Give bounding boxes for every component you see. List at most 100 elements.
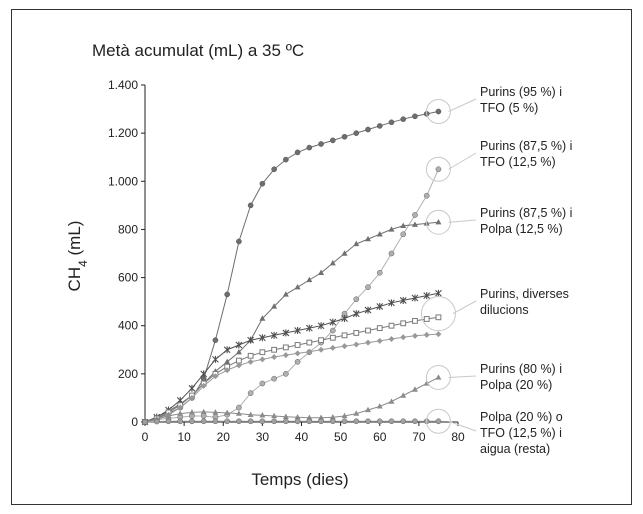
data-point	[271, 346, 278, 353]
x-tick-label: 40	[295, 430, 309, 444]
x-tick-label: 50	[334, 430, 348, 444]
annotation-label: Polpa (12,5 %)	[480, 222, 563, 236]
data-point	[282, 413, 289, 419]
highlight-circle	[425, 98, 451, 124]
data-point	[365, 406, 372, 413]
data-point	[412, 212, 418, 218]
data-point	[188, 394, 195, 401]
series-8	[142, 418, 442, 425]
chart-title: Metà acumulat (mL) a 35 ºC	[92, 41, 304, 60]
data-point	[388, 398, 395, 404]
data-point	[400, 222, 407, 229]
data-point	[341, 133, 348, 140]
y-tick-label: 800	[118, 222, 138, 236]
series-1	[142, 108, 442, 425]
data-point	[423, 316, 430, 322]
annotation-label: Purins (87,5 %) i	[480, 206, 572, 220]
data-point	[353, 330, 360, 336]
leader-line	[452, 300, 477, 315]
data-point	[329, 413, 336, 420]
data-point	[189, 418, 195, 425]
data-point	[352, 310, 360, 318]
data-point	[282, 291, 289, 297]
data-point	[329, 318, 337, 326]
y-tick-label: 200	[118, 367, 138, 381]
data-point	[365, 418, 371, 425]
data-point	[200, 418, 207, 425]
data-point	[318, 346, 325, 353]
data-point	[259, 412, 266, 418]
data-point	[376, 123, 383, 129]
leader-line	[448, 219, 477, 223]
data-point	[376, 337, 383, 344]
data-point	[306, 414, 313, 420]
data-point	[329, 418, 336, 425]
data-point	[294, 418, 301, 425]
data-point	[212, 373, 219, 380]
data-point	[365, 339, 372, 346]
data-point	[341, 343, 348, 350]
data-point	[365, 126, 371, 133]
data-point	[177, 410, 184, 416]
annotation-label: Purins (95 %) i	[480, 85, 562, 99]
data-point	[200, 408, 207, 415]
data-point	[236, 357, 242, 364]
data-point	[224, 418, 230, 425]
data-point	[142, 419, 148, 425]
data-point	[294, 342, 301, 348]
y-tick-label: 1.000	[108, 174, 138, 188]
data-point	[411, 221, 418, 227]
data-point	[318, 414, 325, 420]
data-point	[212, 409, 219, 415]
data-point	[165, 412, 172, 419]
data-point	[294, 149, 301, 156]
data-point	[200, 413, 207, 419]
data-point	[400, 320, 407, 327]
data-point	[353, 418, 360, 425]
data-point	[388, 418, 395, 425]
data-point	[236, 238, 242, 245]
data-point	[376, 325, 383, 332]
x-axis-label: Temps (dies)	[251, 470, 348, 489]
series-line	[144, 333, 439, 423]
data-point	[224, 409, 231, 416]
data-point	[259, 418, 266, 425]
annotation-label: Purins, diverses	[480, 287, 569, 301]
data-point	[271, 303, 278, 309]
data-point	[188, 384, 196, 392]
data-point	[294, 413, 301, 420]
data-point	[388, 226, 395, 232]
leader-line	[448, 98, 477, 112]
data-point	[224, 358, 231, 365]
data-point	[435, 289, 442, 297]
data-point	[294, 359, 301, 365]
data-point	[224, 291, 230, 298]
data-point	[247, 202, 254, 209]
data-point	[153, 418, 160, 425]
data-point	[329, 137, 336, 144]
data-point	[400, 116, 407, 122]
data-point	[306, 348, 313, 355]
x-tick-label: 0	[142, 430, 149, 444]
series-line	[144, 292, 439, 423]
data-point	[423, 331, 430, 338]
data-point	[247, 352, 254, 359]
data-point	[365, 284, 371, 291]
data-point	[400, 392, 407, 398]
data-point	[423, 192, 430, 199]
data-point	[329, 334, 336, 341]
annotation-4: Purins, diverses dilucions	[420, 287, 569, 332]
x-tick-label: 80	[451, 430, 465, 444]
data-point	[341, 314, 348, 322]
data-point	[341, 412, 348, 419]
data-point	[271, 412, 278, 419]
data-point	[305, 324, 313, 332]
annotation-label: TFO (12,5 %) i	[480, 426, 562, 440]
data-point	[364, 306, 372, 314]
series-4	[141, 289, 442, 426]
data-point	[329, 327, 336, 334]
data-point	[411, 332, 418, 339]
data-point	[353, 341, 360, 348]
data-point	[165, 418, 172, 425]
